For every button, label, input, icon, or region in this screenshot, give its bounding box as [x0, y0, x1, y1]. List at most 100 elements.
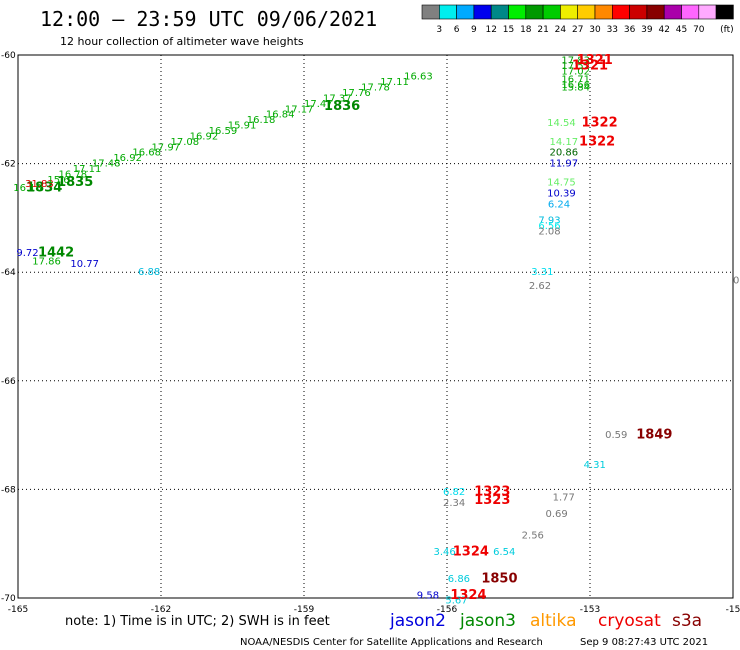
- data-point-label: 5.67: [445, 596, 467, 607]
- data-point-label: 1321: [577, 53, 613, 68]
- footer-credit: NOAA/NESDIS Center for Satellite Applica…: [240, 637, 543, 648]
- data-point-label: 1322: [579, 134, 615, 149]
- x-tick-label: -15: [726, 605, 740, 615]
- data-point-label: 17.02: [561, 66, 590, 77]
- data-point-label: 15.84: [561, 83, 590, 94]
- data-point-label: 2.34: [443, 498, 465, 509]
- data-point-label: 16.68: [132, 148, 161, 159]
- data-point-label: 1835: [57, 175, 93, 190]
- data-point-label: 14.75: [547, 178, 576, 189]
- legend-swatch: [473, 4, 492, 20]
- data-point-label: 16.84: [266, 110, 295, 121]
- data-point-label: 4.31: [584, 460, 606, 471]
- legend-swatch: [715, 4, 734, 20]
- legend-swatch: [508, 4, 527, 20]
- data-point-label: 14.17: [549, 137, 578, 148]
- data-point-label: 16.18: [13, 183, 42, 194]
- legend-swatch: [456, 4, 475, 20]
- legend-swatch: [490, 4, 509, 20]
- data-point-label: 2.56: [522, 531, 544, 542]
- legend-swatch: [646, 4, 665, 20]
- axis-ticks: -165 -162 -159 -156 -153 -15 -60 -62 -64 -66 -68 -7…: [1, 51, 740, 615]
- legend-swatch: [525, 4, 544, 20]
- y-tick-label: -62: [1, 160, 16, 170]
- data-point-label: 6.56: [538, 221, 560, 232]
- data-point-label: 6.82: [443, 487, 465, 498]
- data-point-label: 17.76: [342, 88, 371, 99]
- legend-label: 12: [485, 25, 496, 35]
- grid-lines: [18, 55, 733, 598]
- legend-label: 33: [607, 25, 618, 35]
- legend-label: 39: [641, 25, 653, 35]
- data-point-label: 16.78: [58, 169, 87, 180]
- data-point-label: 9.72: [16, 248, 38, 259]
- data-point-label: 20.86: [549, 148, 578, 159]
- data-point-label: 6.54: [493, 547, 515, 558]
- data-point-label: 17.17: [285, 104, 314, 115]
- satellite-s3a: s3a: [672, 611, 702, 631]
- data-point-label: 16.66: [561, 80, 590, 91]
- data-point-label: 9.58: [417, 590, 439, 601]
- satellite-legend: jason2 jason3 altika cryosat s3a: [389, 611, 702, 631]
- legend-swatch: [698, 4, 717, 20]
- data-point-label: 1324: [450, 588, 486, 603]
- legend-swatch: [663, 4, 682, 20]
- data-point-label: 1850: [481, 571, 517, 586]
- data-point-label: 1323: [474, 493, 510, 508]
- legend-label: 36: [624, 25, 636, 35]
- data-point-label: 17.78: [361, 83, 390, 94]
- legend-label: 18: [520, 25, 532, 35]
- data-point-label: 17.47: [304, 99, 333, 110]
- x-tick-label: -159: [294, 605, 315, 615]
- chart-title: 12:00 — 23:59 UTC 09/06/2021: [40, 7, 377, 31]
- legend-swatch: [681, 4, 700, 20]
- data-point-label: 1836: [324, 99, 360, 114]
- y-tick-label: -70: [1, 594, 16, 604]
- data-point-label: 6.86: [448, 574, 470, 585]
- legend-swatch: [560, 4, 579, 20]
- legend-label: 45: [676, 25, 687, 35]
- data-point-label: 1324: [453, 544, 489, 559]
- legend-swatch: [611, 4, 630, 20]
- data-point-label: 17.08: [171, 137, 200, 148]
- plot-frame: [17, 54, 734, 599]
- data-point-label: 10.39: [547, 188, 576, 199]
- data-point-label: 16.92: [190, 131, 219, 142]
- legend-swatch: [438, 4, 457, 20]
- footer-note: note: 1) Time is in UTC; 2) SWH is in fe…: [65, 614, 330, 629]
- data-point-label: 1849: [636, 428, 672, 443]
- satellite-jason3: jason3: [459, 611, 516, 631]
- data-point-label: 1322: [581, 115, 617, 130]
- x-tick-label: -165: [8, 605, 28, 615]
- satellite-cryosat: cryosat: [598, 611, 661, 631]
- legend-unit: (ft): [720, 25, 734, 35]
- data-point-label: 16.18: [247, 115, 276, 126]
- data-point-label: 3.31: [531, 267, 553, 278]
- data-point-label: 17.11: [73, 164, 102, 175]
- y-tick-label: -66: [1, 377, 16, 387]
- legend-swatch: [629, 4, 648, 20]
- data-point-label: 1323: [474, 485, 510, 500]
- data-point-label: 17.11: [380, 77, 409, 88]
- y-tick-label: -64: [1, 268, 16, 278]
- legend-label: 9: [471, 25, 477, 35]
- data-point-label: 0.: [733, 275, 740, 286]
- chart-subtitle: 12 hour collection of altimeter wave hei…: [60, 35, 304, 48]
- data-point-label: 16.92: [113, 153, 142, 164]
- data-point-label: 2.62: [529, 281, 551, 292]
- legend-label: 70: [693, 25, 705, 35]
- color-legend: 3 6 9 12 15 18 21 24 27 30 33 36 39 42 45 70 (ft): [421, 4, 734, 35]
- data-point-label: 16.63: [404, 72, 433, 83]
- data-point-label: 3.46: [433, 547, 455, 558]
- data-point-label: 0.69: [546, 509, 568, 520]
- data-point-label: 17.37: [323, 93, 352, 104]
- footer-timestamp: Sep 9 08:27:43 UTC 2021: [580, 637, 708, 648]
- data-point-label: 15.91: [228, 121, 257, 132]
- data-point-label: 0.59: [605, 430, 627, 441]
- legend-label: 42: [658, 25, 669, 35]
- data-point-label: 1834: [26, 181, 62, 196]
- x-tick-label: -153: [580, 605, 600, 615]
- data-point-label: 1.77: [553, 493, 575, 504]
- legend-swatch: [542, 4, 561, 20]
- data-point-label: 17.86: [32, 256, 61, 267]
